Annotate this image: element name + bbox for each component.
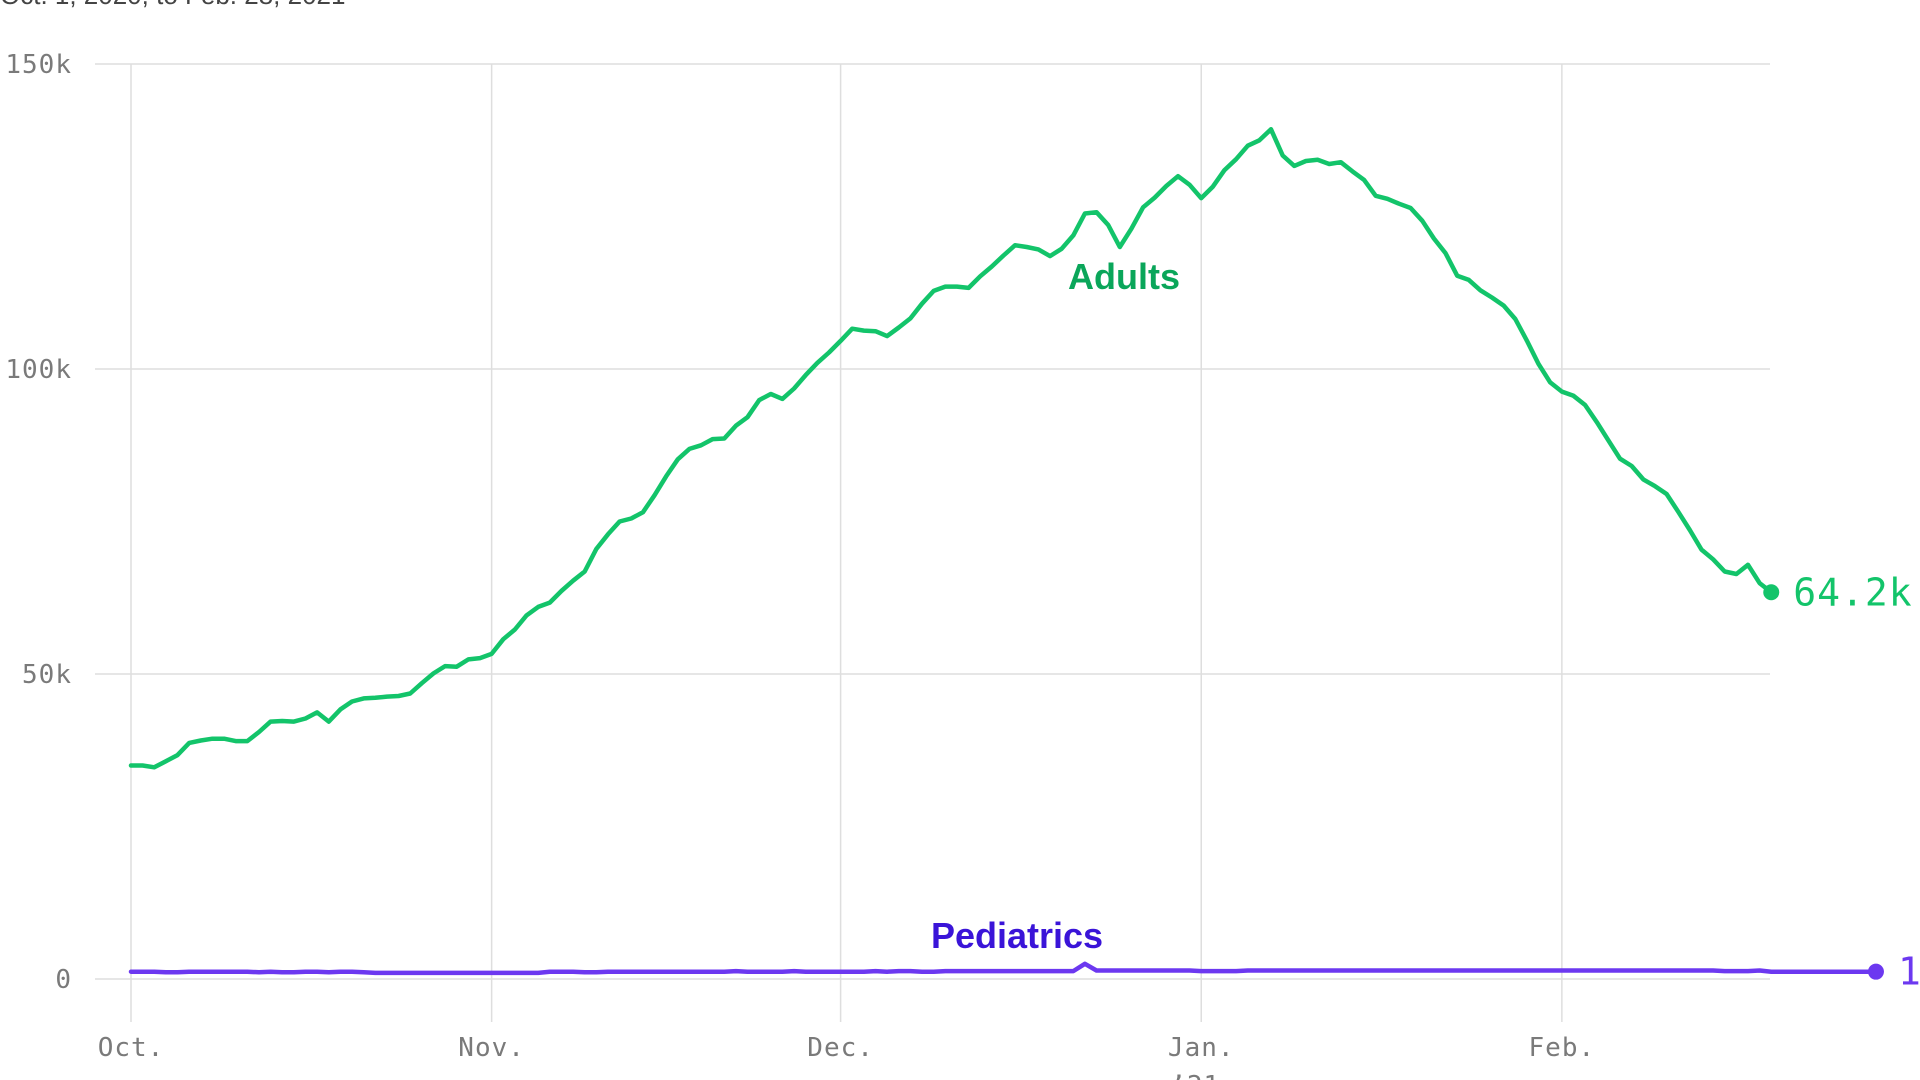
y-tick-label: 100k [5,355,72,385]
x-tick-label: Oct. [98,1033,165,1063]
series-name-label-adults: Adults [1068,256,1180,297]
series-end-marker-adults [1763,584,1780,601]
series-end-value-pediatrics: 1.2k [1898,950,1920,994]
x-tick-label: Nov. [458,1033,525,1063]
x-year-sublabel: ’21 [1170,1071,1220,1080]
y-tick-label: 50k [22,660,72,690]
x-tick-label: Feb. [1529,1033,1596,1063]
series-end-marker-pediatrics [1867,963,1884,980]
x-tick-label: Dec. [807,1033,874,1063]
series-end-value-adults: 64.2k [1793,570,1912,614]
y-tick-label: 0 [55,965,72,995]
series-lines [128,127,1884,980]
series-line-adults [128,127,1774,770]
series-name-label-pediatrics: Pediatrics [931,915,1103,956]
grid [95,63,1770,1022]
axes: 0 50k 100k 150k Oct. Nov. Dec. Jan. Feb. ’21 [5,50,1596,1080]
x-tick-label: Jan. [1168,1033,1235,1063]
chart-subtitle: Oct. 1, 2020, to Feb. 28, 2021 [0,0,345,10]
y-tick-label: 150k [5,50,72,80]
series-line-pediatrics [128,961,1879,976]
series-labels: 64.2k Adults 1.2k Pediatrics [931,256,1920,994]
